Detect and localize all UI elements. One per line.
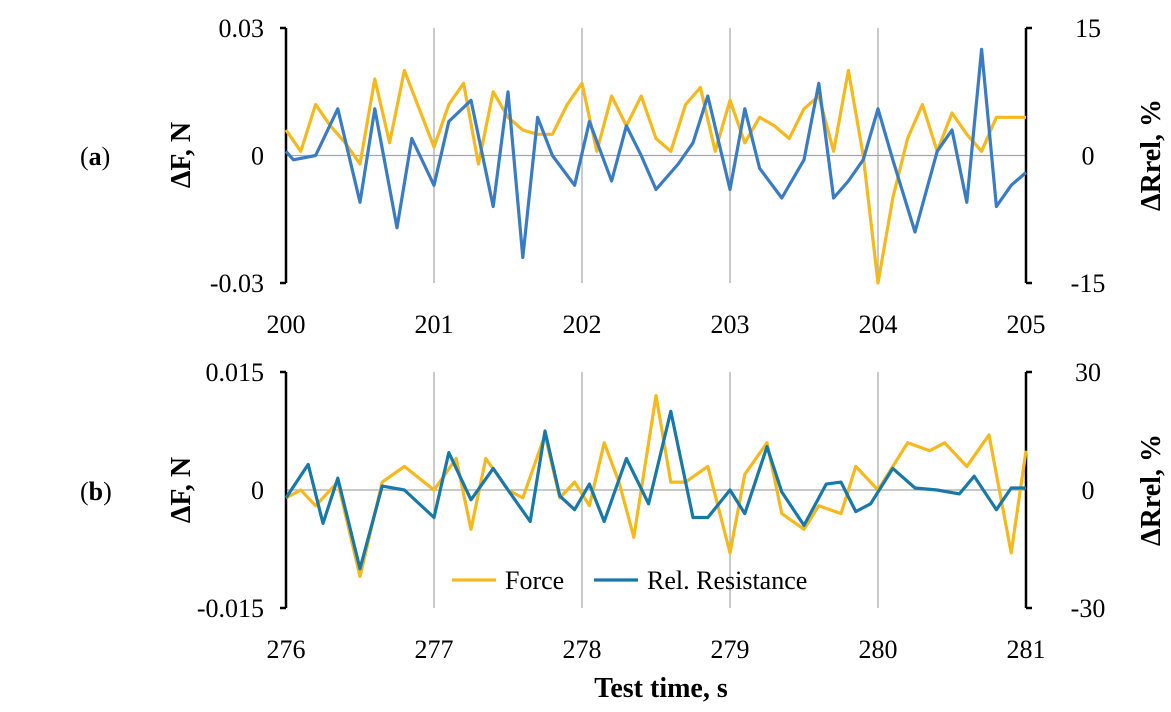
y-tick-label: 0 bbox=[251, 476, 264, 505]
x-tick-label: 205 bbox=[1007, 310, 1046, 339]
x-tick-label: 278 bbox=[563, 635, 602, 664]
y2-tick-label: 15 bbox=[1075, 14, 1101, 43]
y2-tick-label: 0 bbox=[1082, 476, 1095, 505]
x-tick-label: 201 bbox=[415, 310, 454, 339]
series-resistance-a bbox=[284, 47, 1028, 260]
legend-force-label: Force bbox=[505, 566, 564, 595]
x-tick-label: 200 bbox=[267, 310, 306, 339]
series-force-b bbox=[285, 394, 1028, 579]
x-tick-label: 203 bbox=[711, 310, 750, 339]
legend: Force Rel. Resistance bbox=[452, 566, 807, 595]
x-tick-label: 281 bbox=[1007, 635, 1046, 664]
y-tick-label: 0.015 bbox=[206, 358, 265, 387]
legend-resistance-label: Rel. Resistance bbox=[647, 566, 807, 595]
x-tick-label: 280 bbox=[859, 635, 898, 664]
panel-b: 0.015 0 -0.015 30 0 -30 276 277 278 279 280 281 (… bbox=[80, 358, 1167, 664]
x-axis-label: Test time, s bbox=[594, 673, 728, 704]
x-tick-labels-b: 276 277 278 279 280 281 bbox=[267, 635, 1046, 664]
y-tick-label: 0 bbox=[251, 142, 264, 171]
x-tick-label: 202 bbox=[563, 310, 602, 339]
y2-tick-label: -15 bbox=[1071, 269, 1106, 298]
y-axis-label-a: ΔF, N bbox=[166, 122, 197, 188]
x-tick-label: 276 bbox=[267, 635, 306, 664]
y2-tick-labels-a: 15 0 -15 bbox=[1071, 14, 1106, 298]
x-tick-label: 279 bbox=[711, 635, 750, 664]
panel-label-a: (a) bbox=[80, 142, 110, 171]
y2-tick-labels-b: 30 0 -30 bbox=[1071, 358, 1106, 623]
y-tick-label: 0.03 bbox=[219, 14, 265, 43]
series-resistance-b bbox=[284, 409, 1026, 571]
y-tick-label: -0.03 bbox=[210, 269, 264, 298]
y-tick-labels-a: 0.03 0 -0.03 bbox=[210, 14, 264, 298]
y2-tick-label: 0 bbox=[1082, 142, 1095, 171]
y2-tick-label: -30 bbox=[1071, 594, 1106, 623]
panel-a: 0.03 0 -0.03 15 0 -15 200 201 202 203 204 205 (a)… bbox=[80, 14, 1167, 339]
series-force-a bbox=[284, 68, 1026, 285]
y-tick-label: -0.015 bbox=[197, 594, 264, 623]
y-tick-labels-b: 0.015 0 -0.015 bbox=[197, 358, 264, 623]
x-tick-labels-a: 200 201 202 203 204 205 bbox=[267, 310, 1046, 339]
y2-axis-label-b: ΔRrel, % bbox=[1136, 434, 1167, 546]
panel-label-b: (b) bbox=[80, 477, 112, 506]
y2-tick-label: 30 bbox=[1075, 358, 1101, 387]
y-axis-label-b: ΔF, N bbox=[166, 457, 197, 523]
x-tick-label: 277 bbox=[415, 635, 454, 664]
x-tick-label: 204 bbox=[859, 310, 898, 339]
y2-axis-label-a: ΔRrel, % bbox=[1136, 99, 1167, 211]
